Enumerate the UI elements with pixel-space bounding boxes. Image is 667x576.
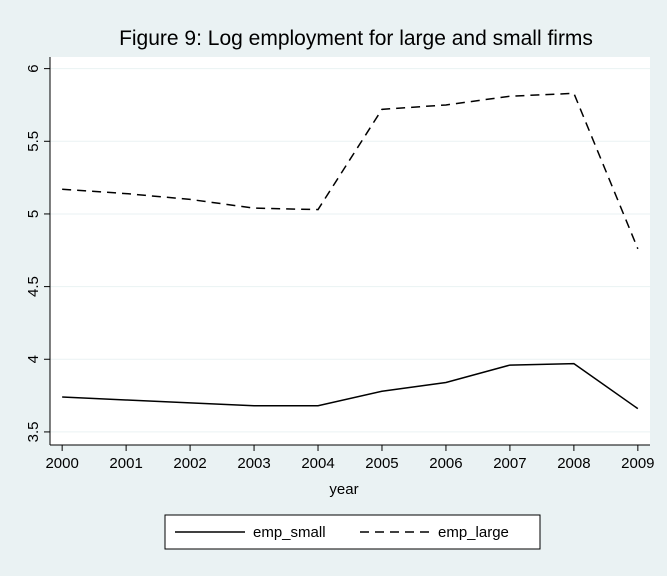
y-tick-label: 4.5 <box>25 276 42 297</box>
x-axis-label: year <box>329 481 358 498</box>
x-tick-label: 2006 <box>429 455 462 472</box>
x-tick-label: 2005 <box>365 455 398 472</box>
y-tick-label: 5.5 <box>25 131 42 152</box>
x-tick-label: 2009 <box>621 455 654 472</box>
y-tick-label: 4 <box>25 355 42 363</box>
line-series <box>62 92 639 250</box>
x-tick-label: 2000 <box>45 455 78 472</box>
x-tick-label: 2008 <box>557 455 590 472</box>
x-tick-label: 2007 <box>493 455 526 472</box>
line-series <box>62 362 639 410</box>
y-tick-label: 5 <box>25 210 42 218</box>
plot-area <box>50 57 650 445</box>
chart-title: Figure 9: Log employment for large and s… <box>119 27 593 50</box>
legend-label: emp_small <box>253 524 326 541</box>
legend-label: emp_large <box>438 524 509 541</box>
x-tick-label: 2003 <box>237 455 270 472</box>
y-tick-label: 6 <box>25 64 42 72</box>
x-tick-label: 2002 <box>173 455 206 472</box>
y-tick-label: 3.5 <box>25 421 42 442</box>
x-tick-label: 2001 <box>109 455 142 472</box>
x-tick-label: 2004 <box>301 455 334 472</box>
